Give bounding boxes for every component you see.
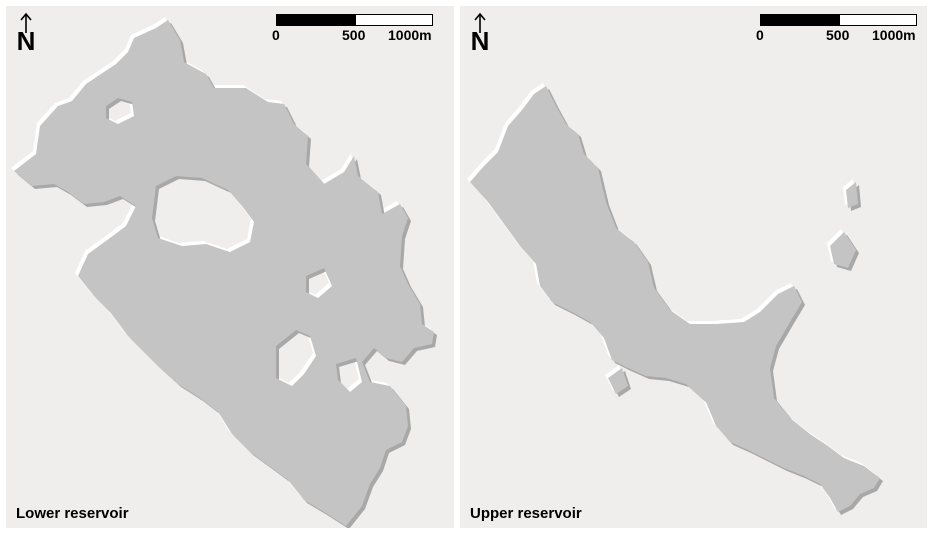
- upper-reservoir-panel: N 0 500 1000m Upper reservoir: [460, 6, 927, 528]
- scale-bar: 0 500 1000m: [272, 14, 436, 46]
- upper-reservoir-area: [470, 86, 880, 512]
- north-label: N: [470, 26, 490, 56]
- scale-bar-black-segment: [276, 14, 356, 26]
- scale-tick-500: 500: [342, 27, 366, 43]
- scale-tick-0: 0: [272, 27, 280, 43]
- panel-label: Upper reservoir: [470, 505, 582, 522]
- scale-bar-white-segment: [839, 14, 917, 26]
- scale-bar: 0 500 1000m: [756, 14, 920, 46]
- scale-tick-500: 500: [826, 27, 850, 43]
- north-arrow: N: [14, 12, 38, 56]
- north-arrow: N: [468, 12, 492, 56]
- lower-reservoir-islet: [138, 60, 158, 82]
- north-arrow-icon: [474, 12, 486, 33]
- scale-bar-white-segment: [355, 14, 433, 26]
- lower-reservoir-map: [14, 20, 434, 526]
- upper-reservoir-islet: [830, 232, 856, 268]
- upper-reservoir-islet: [846, 182, 858, 208]
- scale-tick-1000: 1000m: [872, 27, 916, 43]
- scale-bar-black-segment: [760, 14, 840, 26]
- lower-reservoir-area: [14, 20, 434, 526]
- lower-reservoir-panel: N 0 500 1000m Lower reservoir: [6, 6, 454, 528]
- north-arrow-icon: [20, 12, 32, 33]
- scale-tick-0: 0: [756, 27, 764, 43]
- scale-tick-1000: 1000m: [388, 27, 432, 43]
- north-label: N: [16, 26, 36, 56]
- upper-reservoir-islet: [608, 368, 628, 394]
- panel-label: Lower reservoir: [16, 505, 129, 522]
- upper-reservoir-map: [470, 86, 880, 512]
